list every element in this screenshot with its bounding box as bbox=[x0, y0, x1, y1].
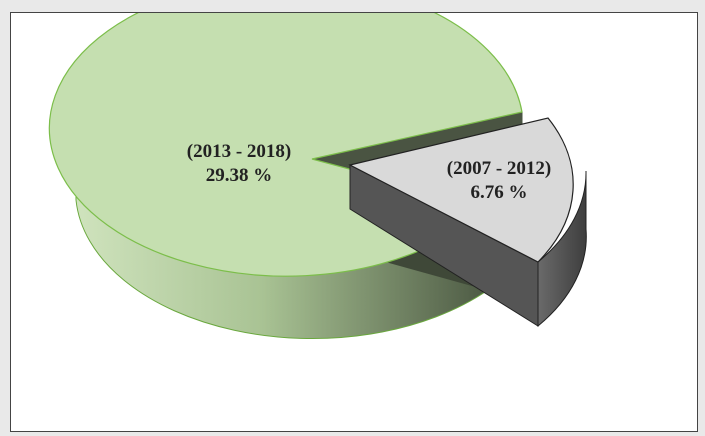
slice-label-2007-2012: (2007 - 2012) bbox=[447, 158, 551, 179]
slice-value-2013-2018: 29.38 % bbox=[206, 165, 273, 186]
slice-value-2007-2012: 6.76 % bbox=[471, 182, 528, 203]
slice-2007-2012-top bbox=[348, 117, 574, 263]
chart-frame: (2013 - 2018) 29.38 % (2007 - 2012) 6.76… bbox=[10, 12, 698, 432]
slice-2007-2012 bbox=[348, 117, 587, 328]
pie-chart: (2013 - 2018) 29.38 % (2007 - 2012) 6.76… bbox=[48, 13, 587, 340]
slice-2007-2012-side bbox=[537, 170, 587, 328]
slice-label-2013-2018: (2013 - 2018) bbox=[187, 141, 291, 162]
